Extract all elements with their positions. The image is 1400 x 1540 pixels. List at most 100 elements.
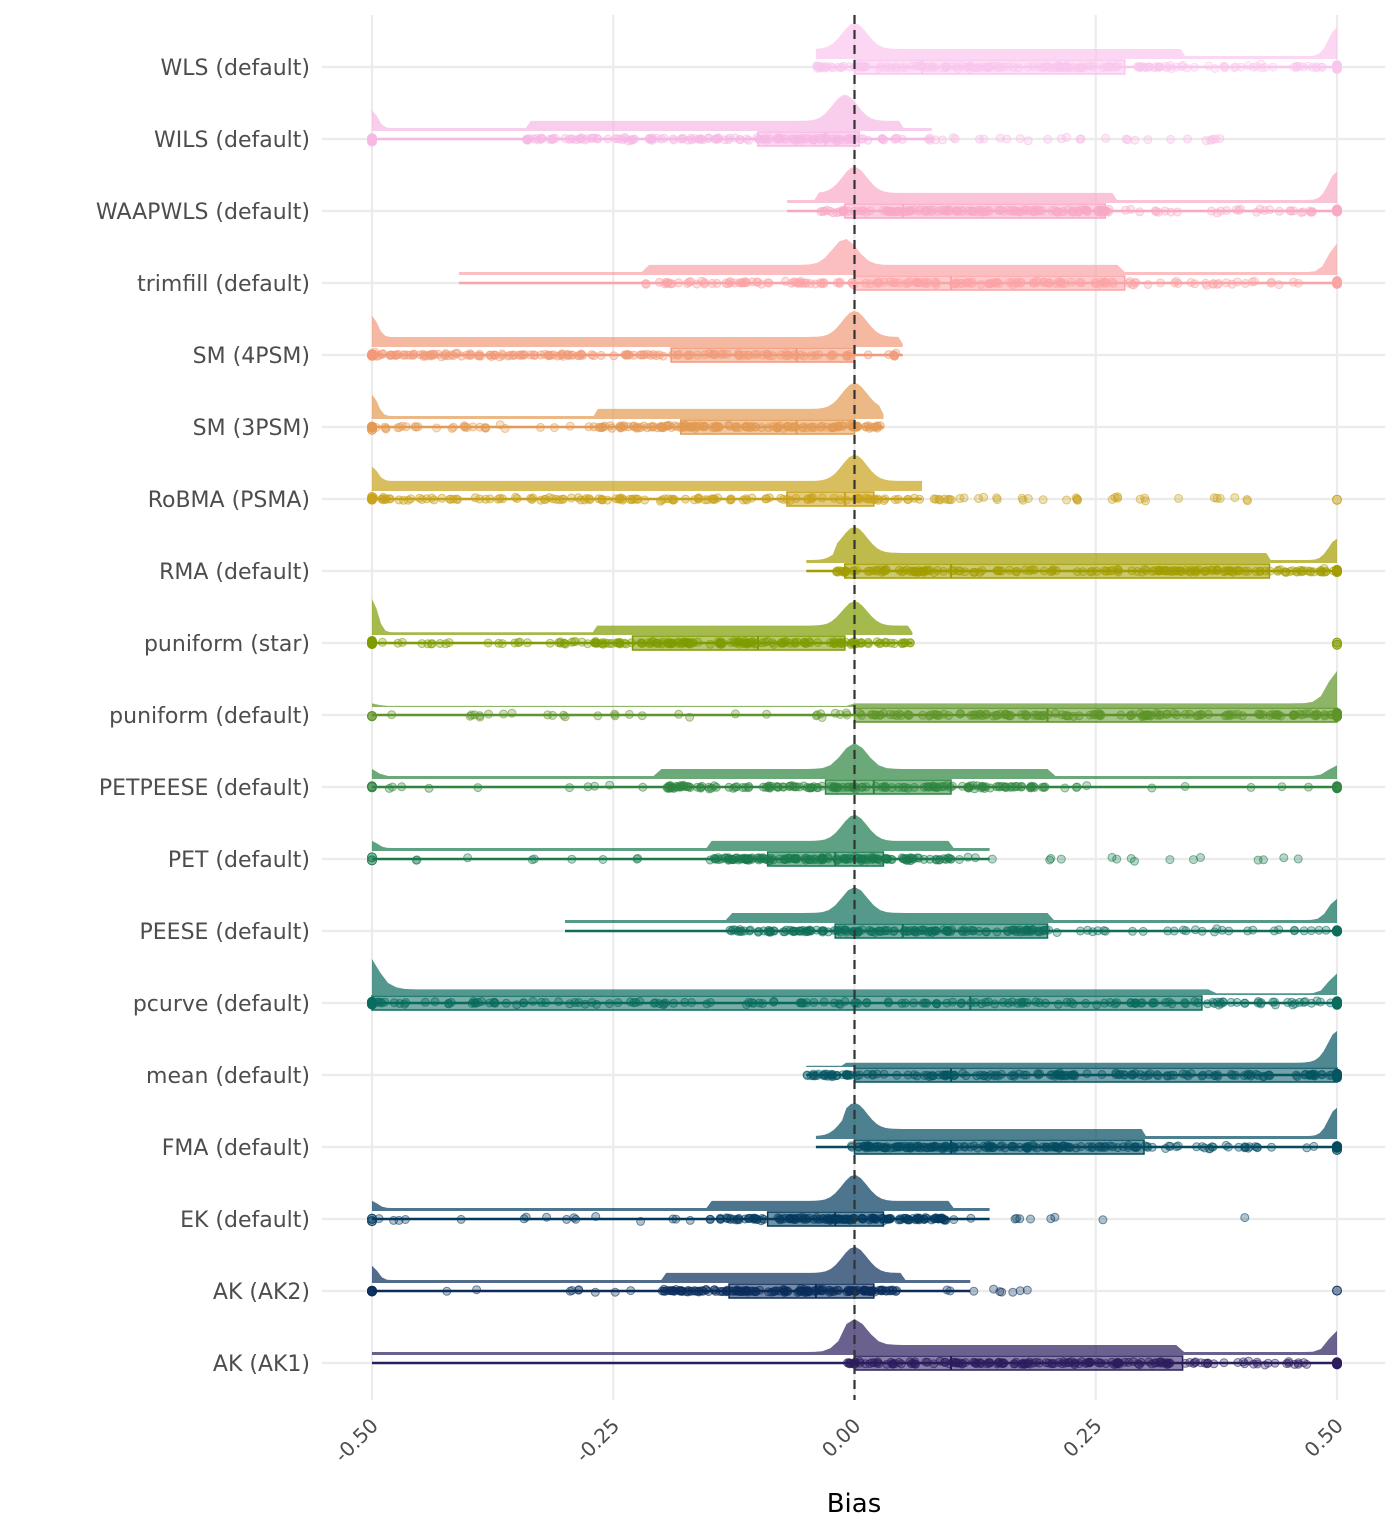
data-point bbox=[1043, 62, 1053, 72]
data-point bbox=[446, 998, 456, 1007]
data-point bbox=[698, 135, 707, 145]
data-point bbox=[1102, 566, 1112, 576]
data-point bbox=[507, 708, 517, 718]
data-point bbox=[1110, 999, 1120, 1009]
data-point bbox=[998, 997, 1008, 1007]
data-point bbox=[795, 782, 804, 792]
data-point bbox=[800, 1213, 810, 1223]
data-point bbox=[1253, 998, 1263, 1008]
data-point bbox=[1181, 565, 1190, 575]
data-point bbox=[633, 423, 643, 433]
data-point bbox=[838, 1070, 848, 1080]
data-point bbox=[1086, 61, 1096, 71]
data-point bbox=[1189, 855, 1198, 865]
data-point bbox=[1170, 278, 1180, 288]
data-point bbox=[1082, 1069, 1092, 1079]
data-point bbox=[420, 997, 430, 1007]
data-point bbox=[954, 855, 964, 864]
data-point bbox=[1018, 1359, 1028, 1369]
data-point bbox=[494, 638, 504, 648]
data-point bbox=[740, 277, 750, 287]
data-point bbox=[1151, 206, 1161, 216]
data-point bbox=[1014, 1069, 1024, 1079]
data-point bbox=[1125, 711, 1135, 721]
data-point bbox=[1309, 567, 1319, 577]
data-point bbox=[565, 421, 575, 431]
data-point bbox=[393, 638, 403, 648]
data-point bbox=[1233, 709, 1243, 719]
data-point bbox=[1097, 1070, 1107, 1079]
data-point bbox=[983, 997, 993, 1007]
data-point bbox=[1089, 709, 1099, 719]
row-trimfill-default bbox=[458, 239, 1342, 291]
data-point bbox=[1064, 1142, 1074, 1152]
data-point bbox=[842, 710, 852, 720]
density-shape bbox=[372, 671, 1337, 707]
data-point bbox=[657, 639, 667, 649]
data-point bbox=[427, 639, 436, 649]
data-point bbox=[637, 350, 647, 360]
clipped-point-upper bbox=[1332, 565, 1342, 576]
data-point bbox=[1279, 853, 1289, 863]
y-axis-label: SM (3PSM) bbox=[193, 416, 310, 441]
data-point bbox=[526, 494, 536, 503]
data-point bbox=[1180, 782, 1190, 791]
data-point bbox=[1265, 205, 1275, 215]
data-point bbox=[1071, 782, 1081, 792]
data-point bbox=[972, 207, 982, 217]
data-point bbox=[1099, 278, 1109, 288]
data-point bbox=[966, 1213, 976, 1223]
data-point bbox=[904, 710, 914, 720]
data-point bbox=[890, 495, 900, 505]
data-point bbox=[992, 495, 1002, 505]
data-point bbox=[936, 1142, 946, 1152]
data-point bbox=[769, 639, 779, 649]
data-point bbox=[1020, 205, 1030, 215]
data-point bbox=[472, 1285, 482, 1295]
data-point bbox=[1032, 276, 1042, 286]
data-point bbox=[987, 854, 997, 864]
data-point bbox=[1284, 1357, 1294, 1367]
data-point bbox=[648, 421, 658, 431]
data-point bbox=[794, 926, 804, 936]
data-point bbox=[813, 1071, 822, 1080]
data-point bbox=[1265, 566, 1275, 576]
data-point bbox=[844, 1358, 854, 1368]
data-point bbox=[931, 135, 941, 145]
data-point bbox=[966, 925, 976, 935]
data-point bbox=[1135, 207, 1145, 217]
data-point bbox=[920, 566, 929, 576]
data-point bbox=[944, 1359, 954, 1369]
density-shape bbox=[372, 743, 1337, 779]
data-point bbox=[993, 61, 1003, 71]
data-point bbox=[627, 638, 637, 648]
data-point bbox=[927, 62, 936, 72]
data-point bbox=[762, 709, 772, 719]
data-point bbox=[1166, 134, 1176, 144]
data-point bbox=[910, 566, 920, 576]
data-point bbox=[1252, 1143, 1262, 1153]
data-point bbox=[616, 423, 626, 433]
data-point bbox=[748, 1286, 758, 1296]
data-point bbox=[574, 998, 584, 1008]
data-point bbox=[1046, 567, 1056, 577]
y-axis-labels: WLS (default) WILS (default) WAAPWLS (defa… bbox=[96, 56, 310, 1377]
data-point bbox=[689, 495, 699, 505]
data-point bbox=[647, 134, 657, 144]
data-point bbox=[918, 710, 928, 720]
data-point bbox=[1251, 566, 1261, 576]
data-point bbox=[418, 349, 428, 359]
x-axis-tick-labels: -0.50 -0.25 0.00 0.25 0.50 bbox=[329, 1413, 1348, 1467]
data-point bbox=[857, 206, 867, 216]
data-point bbox=[1140, 1071, 1150, 1081]
data-point bbox=[754, 926, 764, 936]
data-point bbox=[776, 493, 786, 503]
data-point bbox=[955, 566, 965, 576]
data-point bbox=[1006, 1071, 1016, 1081]
data-point bbox=[551, 494, 561, 504]
data-point bbox=[1246, 782, 1256, 792]
data-point bbox=[834, 566, 844, 576]
data-point bbox=[1008, 280, 1018, 290]
clipped-point-lower bbox=[367, 998, 377, 1008]
data-point bbox=[378, 637, 387, 647]
